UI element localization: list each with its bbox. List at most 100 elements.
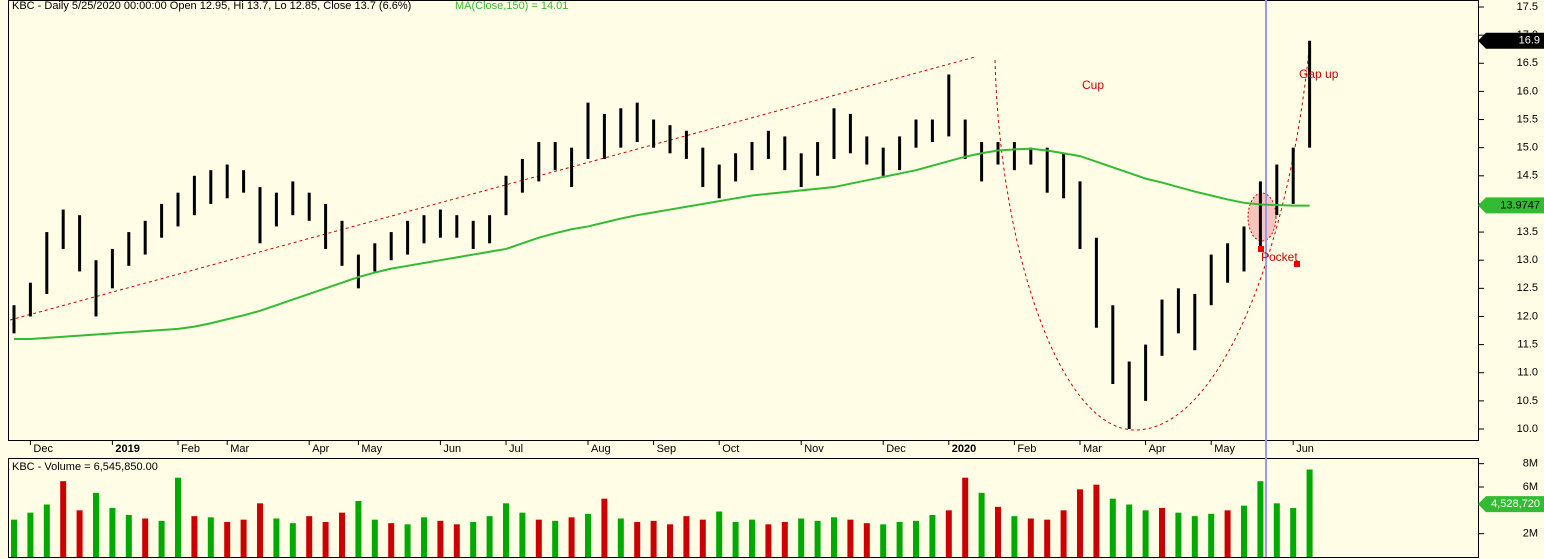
y-tick-label: 13.0 [1517, 254, 1538, 266]
volume-bar [683, 516, 690, 557]
volume-bar [76, 510, 83, 557]
volume-pane [8, 458, 1479, 558]
volume-bar [896, 522, 903, 557]
y-tick-label: 15.5 [1517, 113, 1538, 125]
x-tick-label: Jun [1296, 443, 1314, 455]
volume-bar [617, 518, 624, 557]
x-tick-label: Feb [181, 443, 200, 455]
volume-bar [1175, 512, 1182, 557]
volume-bar [175, 477, 181, 557]
volume-bar [207, 517, 214, 557]
x-tick-label: Mar [230, 443, 249, 455]
volume-bar [470, 522, 477, 557]
volume-bar [1126, 504, 1133, 557]
volume-bar [289, 523, 296, 557]
volume-bar [453, 524, 460, 557]
volume-bar [1011, 516, 1018, 557]
volume-bar [11, 519, 17, 557]
y-tick-label: 8M [1523, 458, 1538, 470]
pocket-circle [1247, 192, 1277, 242]
value-box [1478, 32, 1544, 49]
y-tick-label: 12.0 [1517, 310, 1538, 322]
value-box [1478, 197, 1544, 214]
y-tick-label: 12.5 [1517, 282, 1538, 294]
volume-bar [109, 508, 116, 557]
volume-bar [519, 512, 526, 557]
volume-bar [1273, 503, 1280, 557]
y-tick-label: 15.0 [1517, 142, 1538, 154]
chart-title: KBC - Daily 5/25/2020 00:00:00 Open 12.9… [12, 0, 411, 12]
y-tick-label: 11.0 [1517, 367, 1538, 379]
red-marker [1294, 261, 1300, 267]
volume-bar [437, 520, 444, 557]
volume-bar [273, 518, 280, 557]
x-tick-label: 2020 [952, 443, 976, 455]
x-tick-label: Apr [312, 443, 329, 455]
x-tick-label: May [1214, 443, 1235, 455]
y-tick-label: 11.5 [1517, 339, 1538, 351]
volume-bar [913, 520, 919, 557]
x-tick-label: Apr [1149, 443, 1166, 455]
y-tick-label: 2M [1523, 528, 1538, 540]
annotation: Gap up [1299, 67, 1339, 81]
volume-bar [322, 522, 329, 557]
volume-bar [535, 519, 542, 557]
volume-bar [1290, 508, 1297, 557]
x-tick-label: Nov [804, 443, 824, 455]
volume-bar [847, 519, 854, 557]
y-tick-label: 16.0 [1517, 85, 1538, 97]
x-tick-label: Oct [722, 443, 739, 455]
red-marker [1258, 246, 1264, 252]
volume-bar [1159, 508, 1165, 557]
x-tick-label: Feb [1017, 443, 1036, 455]
volume-bar [962, 477, 969, 557]
volume-bar [1241, 505, 1247, 557]
y-tick-label: 6M [1523, 481, 1538, 493]
volume-bar [240, 519, 247, 557]
volume-bar [1093, 484, 1100, 557]
volume-bar [978, 492, 985, 557]
ma-title: MA(Close,150) = 14.01 [455, 0, 568, 12]
x-tick-label: Jul [509, 443, 523, 455]
volume-bar [27, 512, 34, 557]
volume-bar [585, 513, 591, 557]
x-tick-label: Sep [657, 443, 677, 455]
volume-bar [634, 522, 641, 557]
y-tick-label: 16.5 [1517, 57, 1538, 69]
volume-bar [552, 520, 559, 557]
volume-bar [93, 492, 99, 557]
volume-bar [1224, 510, 1231, 557]
volume-bar [158, 520, 165, 557]
volume-bar [191, 516, 198, 557]
volume-bar [60, 481, 67, 557]
y-tick-label: 17.5 [1517, 1, 1538, 13]
volume-bar [224, 522, 231, 557]
x-tick-label: Aug [591, 443, 611, 455]
volume-bar [421, 517, 427, 557]
volume-bar [486, 516, 493, 557]
volume-bar [1109, 498, 1116, 557]
annotation: Pocket [1261, 250, 1298, 264]
volume-bar [765, 524, 772, 557]
volume-bar [404, 524, 411, 557]
volume-bar [781, 522, 788, 557]
volume-bar [749, 519, 755, 557]
volume-bar [257, 503, 263, 557]
x-tick-label: Mar [1083, 443, 1102, 455]
volume-bar [388, 523, 395, 557]
volume-bar [371, 519, 378, 557]
volume-bar [339, 512, 345, 557]
volume-bar [667, 524, 673, 557]
volume-bar [863, 523, 870, 557]
volume-bar [995, 506, 1001, 557]
x-tick-label: Dec [886, 443, 906, 455]
volume-bar [503, 503, 509, 557]
volume-bar [831, 517, 837, 557]
y-tick-label: 10.5 [1517, 395, 1538, 407]
volume-bar [1306, 469, 1313, 557]
trend-line [9, 56, 976, 321]
volume-bar [880, 524, 887, 557]
volume-bar [601, 498, 608, 557]
